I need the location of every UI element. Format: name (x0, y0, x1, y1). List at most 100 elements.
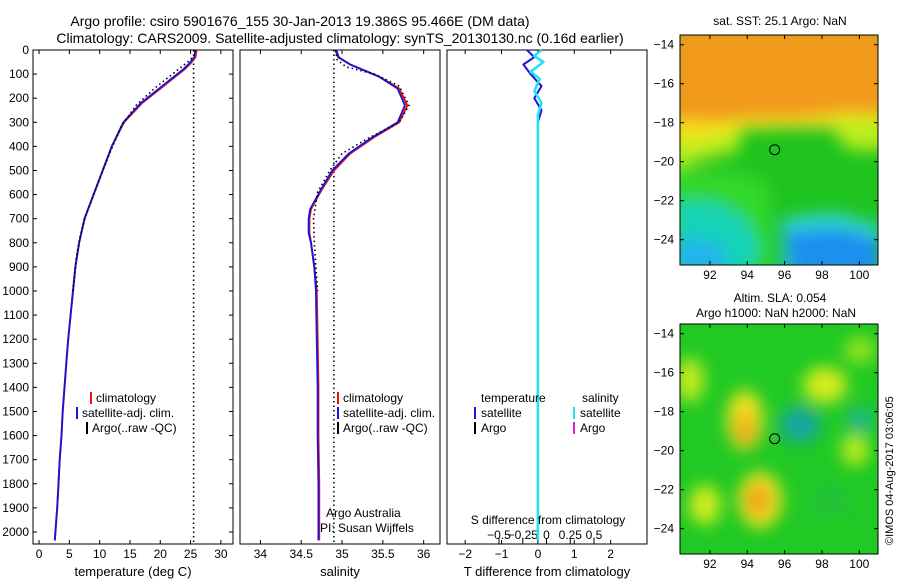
map-lon-label: 94 (741, 268, 755, 282)
depth-tick-label: 1300 (2, 356, 29, 370)
figure-title-line2: Climatology: CARS2009. Satellite-adjuste… (56, 30, 623, 46)
s-difference-axis-label: S difference from climatology (471, 513, 626, 527)
salinity-panel: 34 34.5 35 35.5 36 salinity climatology sate… (239, 49, 441, 579)
legend-label-argo: Argo(..raw -QC) (343, 421, 428, 435)
legend-heading-salinity: salinity (582, 391, 619, 405)
salinity-axis-label: salinity (320, 564, 360, 579)
sla-map-ticks: 92 94 96 98 100 −14 −16 −18 −20 −22 −24 (654, 324, 878, 571)
t-difference-axis-label: T difference from climatology (464, 564, 631, 579)
map-lat-label: −24 (654, 522, 675, 536)
legend-swatch-climatology (90, 392, 92, 404)
legend-label-satellite: satellite-adj. clim. (82, 406, 174, 420)
x-tick-label: 0 (535, 547, 542, 561)
x-tick-label: −1 (495, 547, 509, 561)
x-tick-label: 34.5 (290, 547, 314, 561)
figure-title-line1: Argo profile: csiro 5901676_155 30-Jan-2… (70, 13, 529, 29)
x-tick-label: 10 (93, 547, 107, 561)
depth-tick-label: 500 (9, 163, 29, 177)
map-lat-label: −22 (654, 483, 675, 497)
temperature-axis-ticks: 0 5 10 15 20 25 30 (36, 50, 228, 561)
argo-australia-label: Argo Australia (326, 506, 401, 520)
sst-map-title: sat. SST: 25.1 Argo: NaN (713, 14, 846, 28)
legend-label-satellite: satellite-adj. clim. (343, 406, 435, 420)
sla-map-frame (679, 323, 879, 555)
map-lat-label: −14 (654, 327, 675, 341)
map-lon-label: 100 (849, 268, 869, 282)
s-diff-tick-label: 0.5 (586, 528, 603, 542)
difference-plot-frame (446, 49, 648, 545)
depth-tick-label: 800 (9, 236, 29, 250)
map-lon-label: 96 (778, 557, 792, 571)
t-difference-axis-ticks: −2 −1 0 1 2 (458, 50, 614, 561)
depth-tick-label: 1400 (2, 380, 29, 394)
difference-legend: temperature satellite Argo salinity sate… (474, 391, 621, 435)
depth-tick-label: 400 (9, 139, 29, 153)
depth-tick-label: 1700 (2, 453, 29, 467)
sst-map-ticks: 92 94 96 98 100 −14 −16 −18 −20 −22 −24 (654, 35, 878, 282)
map-lon-label: 100 (849, 557, 869, 571)
map-lon-label: 94 (741, 557, 755, 571)
temperature-plot-frame (32, 49, 234, 545)
map-lat-label: −18 (654, 116, 675, 130)
map-lat-label: −22 (654, 194, 675, 208)
depth-tick-label: 1600 (2, 429, 29, 443)
salinity-plot-frame (239, 49, 441, 545)
legend-label-argo: Argo(..raw -QC) (92, 421, 177, 435)
legend-label-climatology: climatology (343, 391, 403, 405)
map-lat-label: −24 (654, 233, 675, 247)
legend-swatch-s-argo (573, 422, 575, 434)
depth-tick-label: 1800 (2, 477, 29, 491)
pi-label: PI: Susan Wijffels (320, 521, 414, 535)
x-tick-label: 5 (66, 547, 73, 561)
series-line-salinity-satellite (529, 49, 545, 541)
x-tick-label: 34 (254, 547, 268, 561)
sst-map-panel: sat. SST: 25.1 Argo: NaN 92 94 96 98 100 −14 −… (654, 14, 879, 282)
s-diff-tick-label: 0 (543, 528, 550, 542)
depth-tick-label: 200 (9, 91, 29, 105)
legend-label-climatology: climatology (96, 391, 156, 405)
sst-map-field (680, 35, 878, 265)
legend-swatch-s-satellite (573, 407, 575, 419)
legend-swatch-satellite (76, 407, 78, 419)
legend-swatch-satellite (337, 407, 339, 419)
legend-swatch-t-argo (474, 422, 476, 434)
depth-tick-label: 0 (22, 43, 29, 57)
argo-position-marker (769, 433, 781, 445)
legend-label-s-argo: Argo (580, 421, 606, 435)
x-tick-label: 20 (154, 547, 168, 561)
map-lon-label: 98 (815, 557, 829, 571)
x-tick-label: 1 (571, 547, 578, 561)
map-lon-label: 92 (703, 268, 717, 282)
sla-map-title-line1: Altim. SLA: 0.054 (734, 291, 827, 305)
x-tick-label: 0 (36, 547, 43, 561)
legend-swatch-argo (337, 422, 339, 434)
legend-label-s-satellite: satellite (580, 406, 621, 420)
legend-swatch-argo (86, 422, 88, 434)
imos-credit: ©IMOS 04-Aug-2017 03:06:05 (884, 396, 896, 545)
legend-label-t-satellite: satellite (481, 406, 522, 420)
temperature-legend: climatology satellite-adj. clim. Argo(..… (76, 391, 177, 435)
legend-label-t-argo: Argo (481, 421, 507, 435)
depth-tick-label: 1000 (2, 284, 29, 298)
temperature-panel: 0100200300400500600700800900100011001200… (2, 43, 647, 579)
x-tick-label: 35 (335, 547, 349, 561)
sst-map-frame (679, 34, 879, 266)
map-lat-label: −16 (654, 77, 675, 91)
salinity-series (307, 49, 410, 544)
series-line-argo (72, 49, 197, 292)
s-diff-tick-label: −0.25 (508, 528, 539, 542)
depth-tick-label: 1500 (2, 404, 29, 418)
x-tick-label: 35.5 (371, 547, 395, 561)
legend-swatch-t-satellite (474, 407, 476, 419)
s-difference-axis-ticks: −0.5−0.25 0 0.25 0.5 (487, 528, 603, 544)
map-lat-label: −20 (654, 155, 675, 169)
difference-series (522, 49, 545, 541)
sla-map-panel: Altim. SLA: 0.054 Argo h1000: NaN h2000:… (654, 291, 879, 571)
salinity-legend: climatology satellite-adj. clim. Argo(..… (337, 391, 435, 435)
map-lat-label: −16 (654, 366, 675, 380)
difference-panel: −2 −1 0 1 2 −0.5−0.25 0 0.25 0.5 T difference f… (446, 49, 648, 579)
map-lon-label: 98 (815, 268, 829, 282)
depth-tick-label: 1900 (2, 501, 29, 515)
depth-tick-label: 600 (9, 188, 29, 202)
